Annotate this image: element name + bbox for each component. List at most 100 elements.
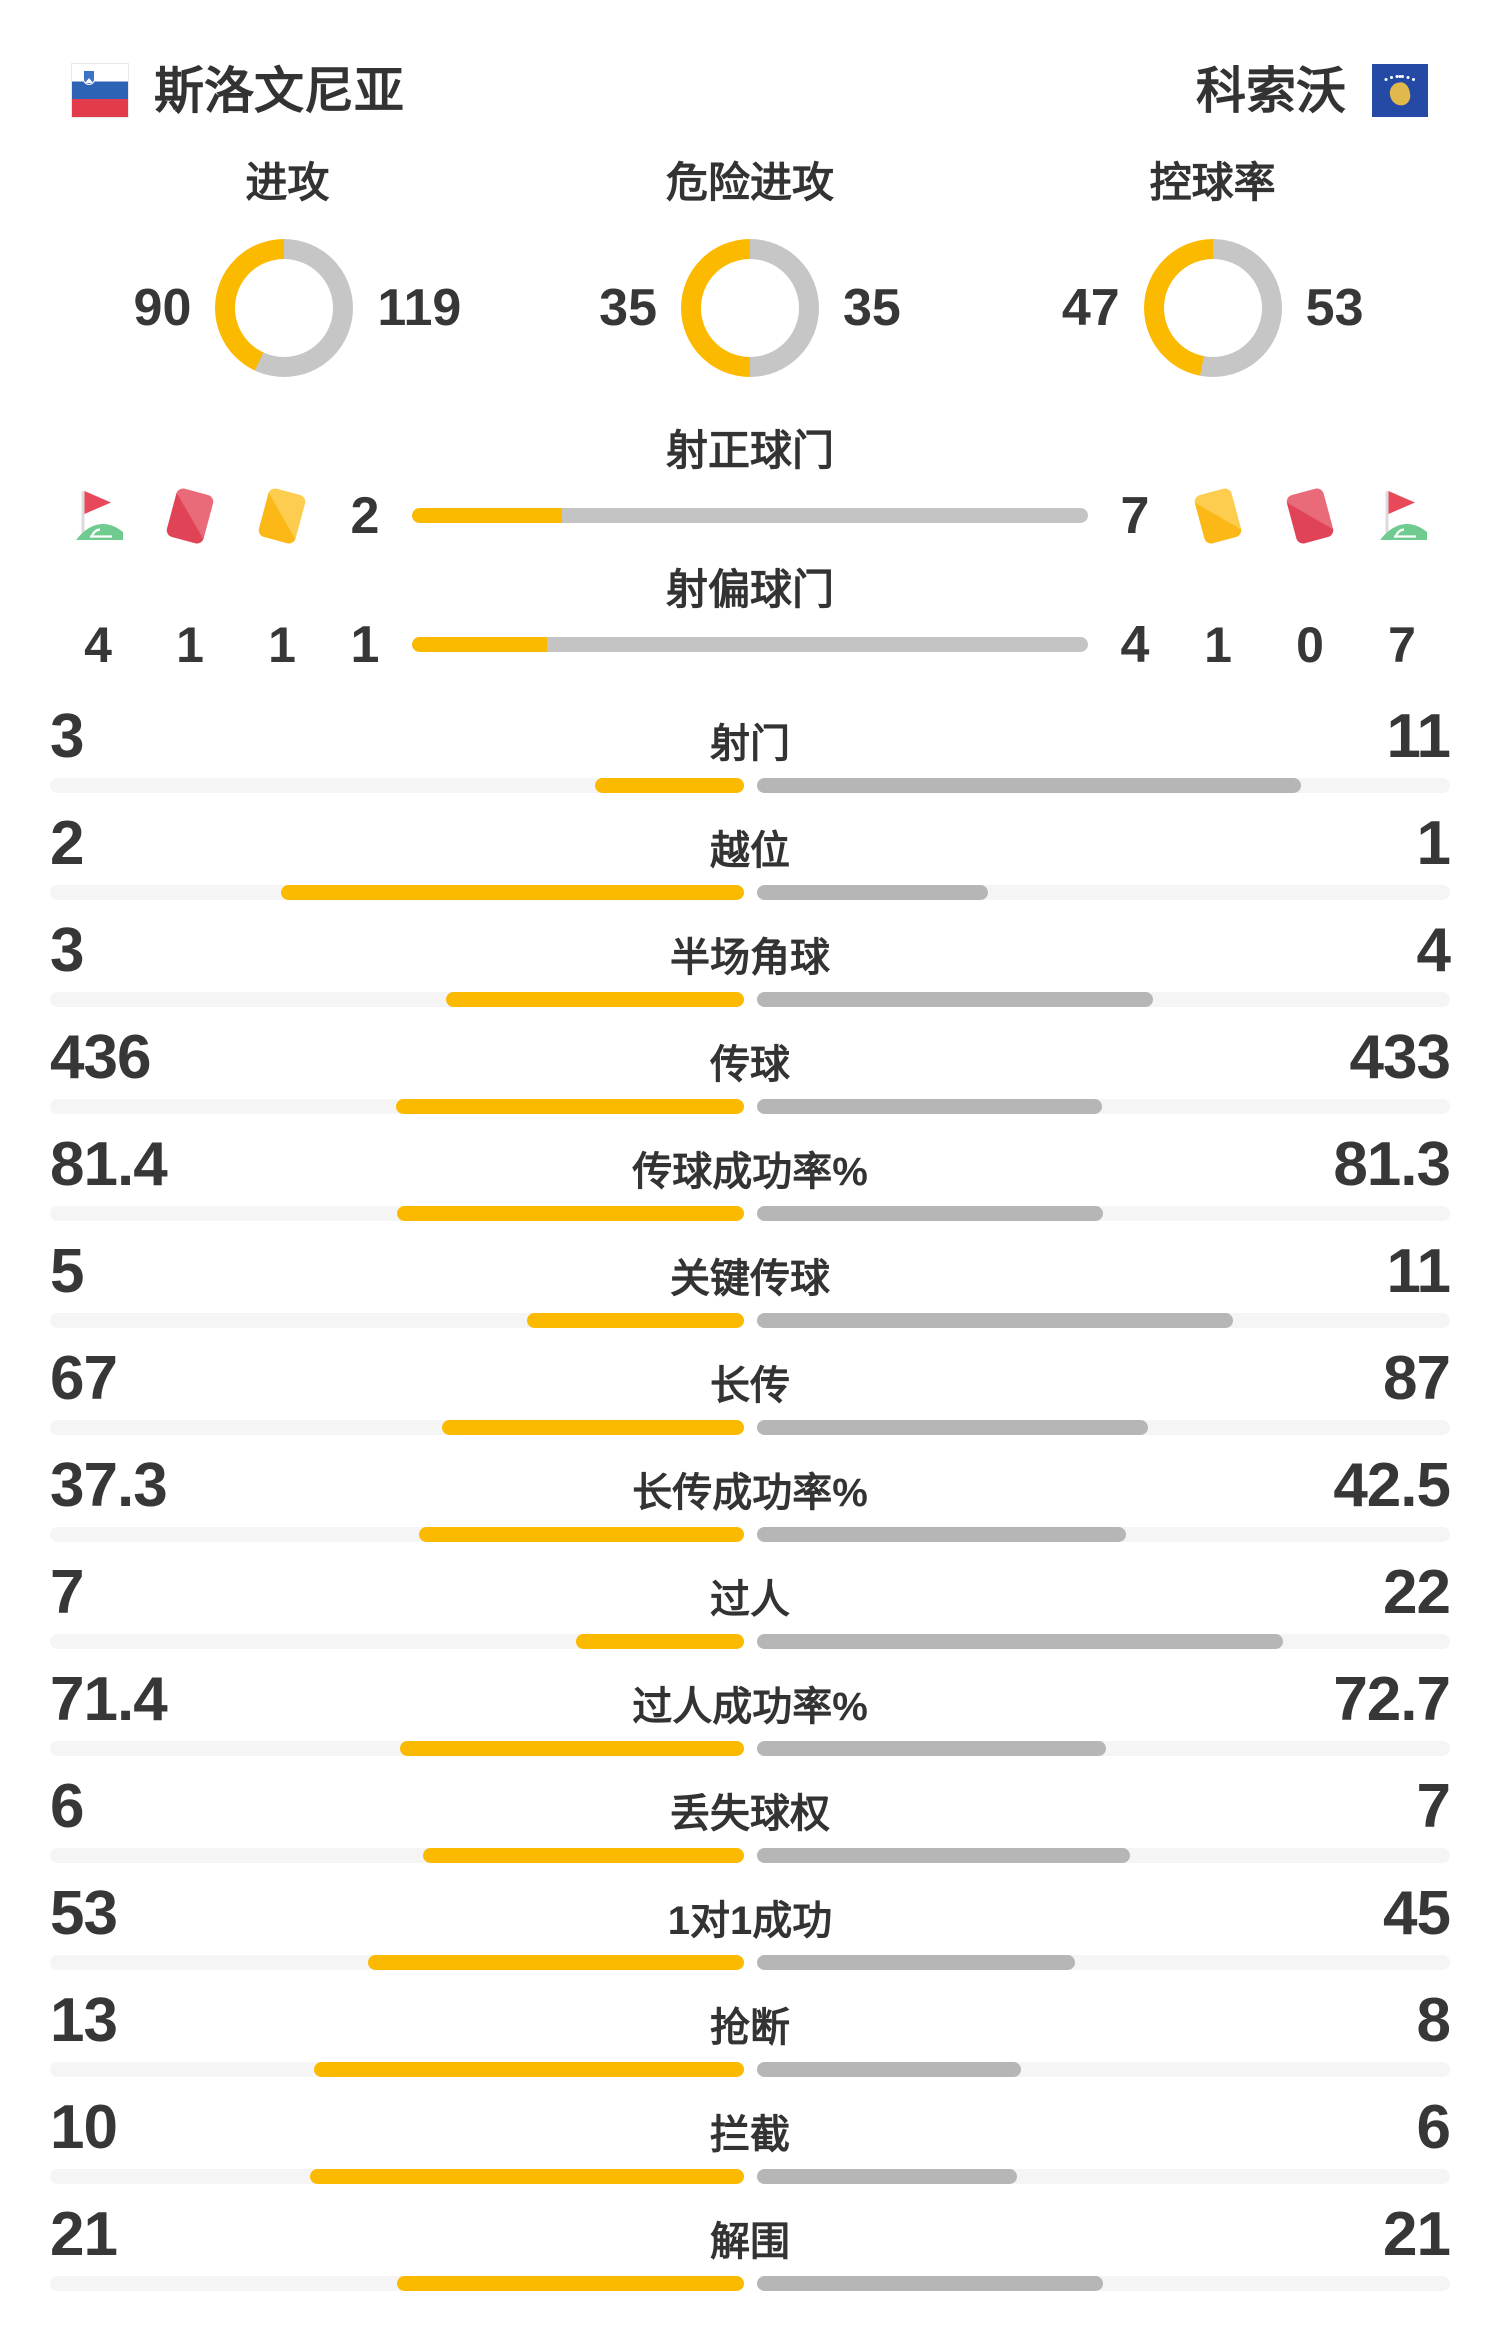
home-bar-fill (576, 1633, 744, 1649)
donut-home-value: 47 (1061, 279, 1120, 338)
yellow-card-slot (1190, 486, 1246, 545)
red-card-icon (1285, 486, 1335, 545)
stat-label: 半场角球 (670, 935, 830, 980)
stat-bar-track (50, 1847, 1450, 1863)
home-bar-fill (526, 1312, 744, 1328)
shots-on-target-away-value: 7 (1120, 486, 1150, 545)
away-half-track (756, 1954, 1450, 1970)
stat-label: 射门 (710, 721, 790, 766)
shots-on-target-home-fill (412, 508, 563, 524)
stat-label: 传球 (710, 1042, 790, 1087)
home-red-cards-count: 1 (176, 616, 204, 673)
stat-row: 436 传球 433 (50, 1022, 1451, 1114)
stat-label: 过人 (710, 1577, 790, 1622)
donut-away-value: 35 (843, 279, 901, 338)
away-bar-fill (756, 777, 1302, 793)
stat-line: 5 关键传球 11 (50, 1236, 1451, 1306)
home-bar-fill (396, 2275, 744, 2291)
stat-row: 67 长传 87 (50, 1343, 1451, 1435)
stat-bar-track (50, 2061, 1450, 2077)
stat-bar-track (50, 1205, 1450, 1221)
red-card-icon (165, 486, 215, 545)
home-bar-fill (594, 777, 744, 793)
away-half-track (756, 777, 1450, 793)
stat-row: 13 抢断 8 (50, 1989, 1451, 2077)
stat-row: 3 射门 11 (50, 701, 1451, 793)
away-bar-fill (756, 1419, 1149, 1435)
slovenia-flag-icon (71, 63, 129, 118)
stat-away-value: 433 (1349, 1022, 1451, 1092)
match-stats-panel: 斯洛文尼亚 科索沃 进攻 90 119 危险进攻 35 35 (0, 63, 1500, 2291)
shots-on-target-title: 射正球门 (665, 427, 834, 475)
away-yellow-cards-count: 1 (1204, 616, 1232, 673)
slovenia-coat-of-arms (83, 70, 95, 85)
stat-row: 53 1对1成功 45 (50, 1878, 1451, 1970)
donut-away-value: 53 (1305, 279, 1364, 338)
donut-charts: 进攻 90 119 危险进攻 35 35 控球率 47 53 (0, 117, 1500, 378)
home-team: 斯洛文尼亚 (71, 63, 404, 118)
stat-home-value: 7 (50, 1557, 84, 1627)
yellow-card-icon (1193, 486, 1243, 545)
donut-home-value: 35 (599, 279, 657, 338)
yellow-card-icon (257, 486, 307, 545)
away-half-track (756, 991, 1450, 1007)
away-team: 科索沃 (1196, 64, 1428, 117)
home-discipline-counts: 4 1 1 (50, 620, 330, 670)
stat-away-value: 81.3 (1333, 1129, 1451, 1199)
stat-bar-track (50, 2168, 1450, 2184)
away-half-track (756, 1740, 1450, 1756)
stat-label: 抢断 (710, 2005, 790, 2050)
donut-ring (1143, 239, 1282, 378)
yellow-card-slot (254, 486, 310, 545)
stat-line: 21 解围 21 (50, 2203, 1451, 2267)
stat-line: 71.4 过人成功率% 72.7 (50, 1664, 1451, 1734)
stat-line: 2 越位 1 (50, 812, 1451, 876)
home-half-track (50, 1847, 744, 1863)
donut-row: 90 119 (113, 239, 461, 378)
stat-line: 13 抢断 8 (50, 1989, 1451, 2053)
stat-label: 拦截 (710, 2112, 790, 2157)
donut-title: 危险进攻 (666, 159, 835, 206)
stat-line: 7 过人 22 (50, 1557, 1451, 1627)
stat-bar-track (50, 991, 1450, 1007)
away-half-track (756, 1847, 1450, 1863)
stat-row: 7 过人 22 (50, 1557, 1451, 1649)
home-corners-count: 4 (84, 616, 112, 673)
home-half-track (50, 1954, 744, 1970)
stat-away-value: 11 (1386, 701, 1451, 771)
home-bar-fill (396, 1205, 744, 1221)
donut-row: 47 53 (1042, 239, 1384, 378)
stat-label: 长传成功率% (632, 1470, 868, 1515)
home-bar-fill (419, 1526, 744, 1542)
stat-away-value: 42.5 (1333, 1450, 1451, 1520)
stat-row: 71.4 过人成功率% 72.7 (50, 1664, 1451, 1756)
away-red-cards-count: 0 (1296, 616, 1324, 673)
home-yellow-cards-count: 1 (268, 616, 296, 673)
stat-row: 5 关键传球 11 (50, 1236, 1451, 1328)
away-bar-fill (756, 1954, 1075, 1970)
stat-home-value: 67 (50, 1343, 118, 1413)
stat-home-value: 53 (50, 1878, 118, 1948)
stat-away-value: 11 (1386, 1236, 1451, 1306)
stat-line: 3 半场角球 4 (50, 919, 1451, 983)
away-half-track (756, 2275, 1450, 2291)
home-bar-fill (446, 991, 744, 1007)
donut-chart: 控球率 47 53 (981, 159, 1444, 378)
red-card-slot (1282, 486, 1338, 545)
home-bar-fill (314, 2061, 744, 2077)
stat-bar-track (50, 1633, 1450, 1649)
stat-away-value: 45 (1383, 1878, 1451, 1948)
stat-line: 10 拦截 6 (50, 2092, 1451, 2162)
stat-home-value: 10 (50, 2092, 118, 2162)
stat-home-value: 81.4 (50, 1129, 168, 1199)
away-half-track (756, 1419, 1450, 1435)
away-half-track (756, 2168, 1450, 2184)
stat-line: 67 长传 87 (50, 1343, 1451, 1413)
stat-row: 6 丢失球权 7 (50, 1775, 1451, 1863)
away-bar-fill (756, 1098, 1103, 1114)
stat-away-value: 72.7 (1333, 1664, 1451, 1734)
stat-home-value: 5 (50, 1236, 84, 1306)
stat-bar-track (50, 1419, 1450, 1435)
home-bar-fill (441, 1419, 744, 1435)
stat-bar-track (50, 884, 1450, 900)
